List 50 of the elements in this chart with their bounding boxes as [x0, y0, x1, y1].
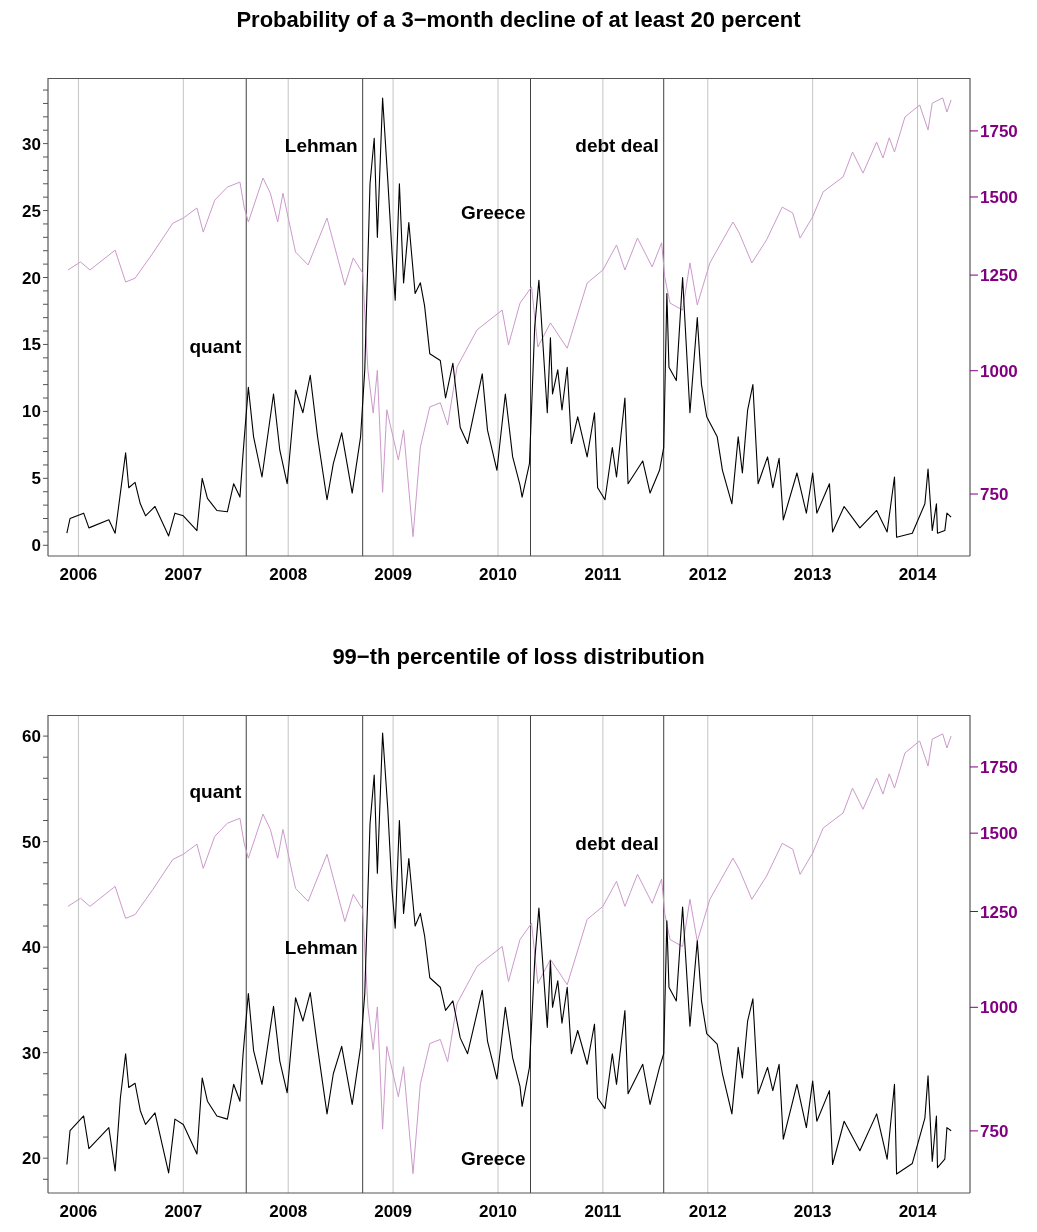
x-tick-label: 2012	[688, 565, 727, 585]
y-tick-label: 30	[22, 134, 41, 154]
y-tick-label: 20	[22, 1149, 41, 1169]
y-tick-label: 0	[31, 536, 41, 556]
annotation: debt deal	[575, 833, 659, 855]
y2-tick-label: 750	[980, 1121, 1009, 1141]
y2-tick-label: 1750	[980, 757, 1018, 777]
annotation: quant	[189, 780, 242, 802]
x-tick-label: 2009	[374, 1202, 413, 1222]
y-tick-label: 40	[22, 938, 41, 958]
x-tick-label: 2014	[898, 565, 937, 585]
x-tick-label: 2010	[479, 565, 517, 585]
x-tick-label: 2006	[59, 565, 98, 585]
y2-tick-label: 1500	[980, 188, 1018, 208]
y-tick-label: 10	[22, 402, 41, 422]
x-tick-label: 2013	[793, 565, 832, 585]
y-tick-label: 20	[22, 268, 41, 288]
x-tick-label: 2012	[688, 1202, 727, 1222]
y2-tick-label: 1750	[980, 121, 1018, 141]
y2-tick-label: 1250	[980, 902, 1018, 922]
y-tick-label: 30	[22, 1043, 41, 1063]
x-tick-label: 2010	[479, 1202, 517, 1222]
x-tick-label: 2006	[59, 1202, 98, 1222]
chart-title: 99−th percentile of loss distribution	[331, 644, 706, 671]
x-tick-label: 2013	[793, 1202, 832, 1222]
chart-title: Probability of a 3−month decline of at least 20 percent	[235, 7, 802, 34]
y-tick-label: 60	[22, 727, 41, 747]
x-tick-label: 2007	[164, 1202, 203, 1222]
x-tick-label: 2011	[584, 565, 622, 585]
y-tick-label: 5	[31, 469, 41, 489]
x-tick-label: 2011	[584, 1202, 622, 1222]
annotation: Greece	[461, 201, 526, 223]
y2-tick-label: 750	[980, 485, 1009, 505]
y2-tick-label: 1500	[980, 824, 1018, 844]
y-tick-label: 15	[22, 335, 41, 355]
annotation: debt deal	[575, 134, 659, 156]
y2-tick-label: 1000	[980, 361, 1018, 381]
annotation: Lehman	[284, 134, 358, 156]
y2-tick-label: 1250	[980, 266, 1018, 286]
y-tick-label: 50	[22, 832, 41, 852]
y2-tick-label: 1000	[980, 998, 1018, 1018]
annotation: Lehman	[284, 936, 358, 958]
x-tick-label: 2008	[269, 565, 308, 585]
annotation: Greece	[461, 1147, 526, 1169]
x-tick-label: 2009	[374, 565, 413, 585]
annotation: quant	[189, 335, 242, 357]
x-tick-label: 2007	[164, 565, 203, 585]
x-tick-label: 2014	[898, 1202, 937, 1222]
y-tick-label: 25	[22, 201, 41, 221]
x-tick-label: 2008	[269, 1202, 308, 1222]
